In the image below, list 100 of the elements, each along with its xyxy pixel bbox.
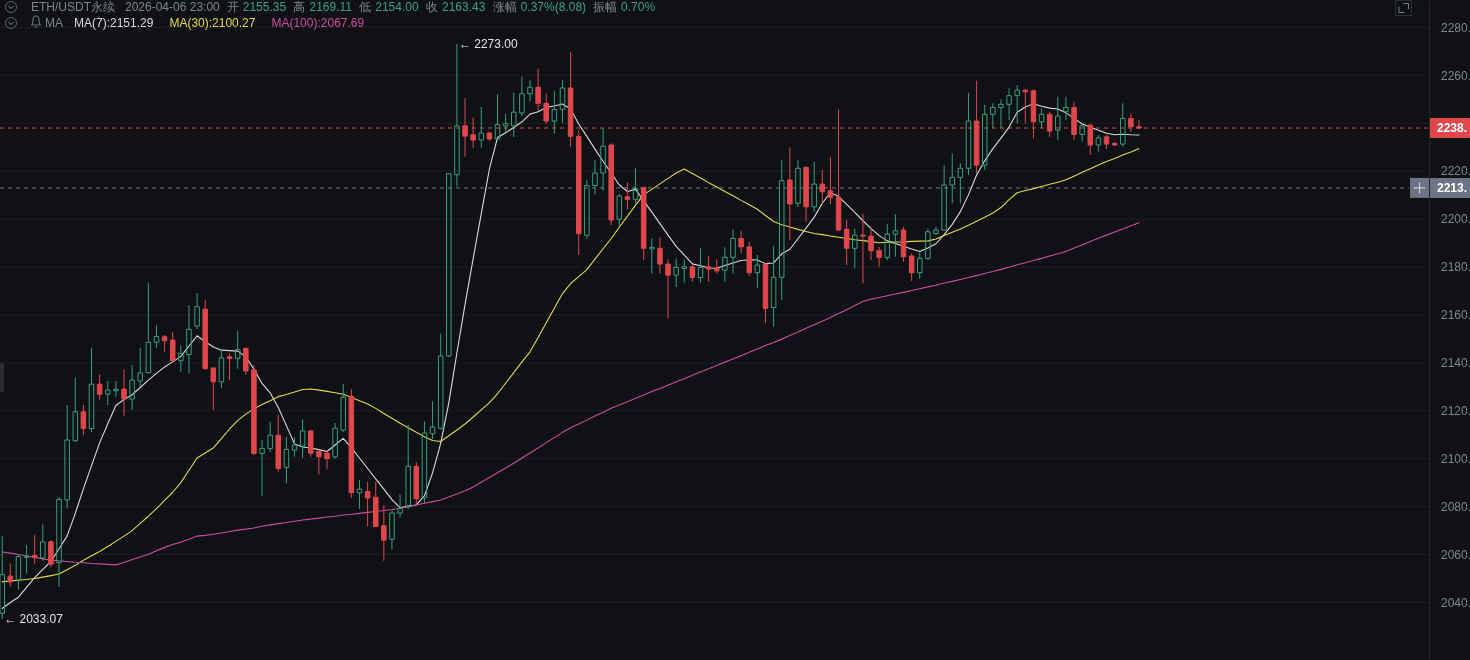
y-tick-label: 2180. — [1441, 260, 1470, 275]
candlestick — [1006, 87, 1012, 121]
candlestick — [665, 258, 671, 319]
candlestick — [340, 383, 346, 433]
y-tick-label: 2280. — [1441, 20, 1470, 35]
candlestick — [478, 106, 485, 149]
candlestick — [551, 90, 558, 135]
candlestick — [502, 113, 509, 133]
candlestick — [908, 252, 915, 282]
y-tick-label: 2060. — [1441, 547, 1470, 562]
candlestick — [917, 249, 923, 279]
candlestick — [202, 299, 208, 371]
candlestick — [722, 246, 728, 283]
candlestick — [584, 179, 590, 240]
candlestick — [299, 418, 306, 459]
candlestick — [129, 364, 135, 411]
candlestick — [787, 146, 793, 241]
candlestick — [332, 422, 338, 460]
candlestick — [72, 376, 79, 443]
candlestick — [23, 544, 30, 575]
candlestick — [803, 165, 809, 223]
candlestick — [714, 258, 720, 274]
candlestick — [843, 219, 850, 266]
candlestick — [998, 98, 1004, 129]
candlestick — [234, 330, 241, 370]
candlestick — [762, 262, 769, 324]
candlestick — [705, 255, 712, 283]
candlestick — [852, 227, 858, 269]
candlestick — [1111, 141, 1118, 147]
candlestick — [137, 347, 143, 388]
candlestick — [933, 226, 939, 236]
candlestick — [1087, 122, 1094, 156]
candlestick — [567, 51, 574, 148]
candlestick — [770, 245, 777, 328]
y-tick-label: 2220. — [1441, 164, 1470, 179]
y-tick-label: 2120. — [1441, 404, 1470, 419]
candlestick — [616, 193, 623, 228]
candlestick — [941, 164, 947, 232]
y-tick-label: 2200. — [1441, 212, 1470, 227]
candlestick — [153, 324, 160, 349]
annotation: 开 2155.35 — [226, 0, 287, 14]
candlestick — [827, 156, 834, 205]
candlestick — [559, 79, 566, 124]
candlestick — [251, 364, 257, 456]
candlestick — [608, 142, 614, 226]
candlestick — [348, 388, 355, 499]
legend-title: MA — [45, 16, 63, 30]
candlestick — [48, 539, 54, 568]
y-tick-label: 2080. — [1441, 499, 1470, 514]
candlestick — [657, 236, 663, 274]
candlestick — [40, 524, 46, 562]
candlestick — [892, 213, 899, 258]
candlestick — [105, 380, 111, 406]
candlestick — [632, 167, 639, 204]
text: MA(30):2100.27 — [169, 16, 256, 30]
candlestick — [925, 227, 931, 261]
candlestick — [96, 373, 103, 401]
candlestick — [381, 504, 387, 562]
candlestick — [640, 186, 647, 261]
y-tick-label: 2100. — [1441, 452, 1470, 467]
candlestick — [535, 68, 541, 112]
candlestick — [243, 346, 249, 376]
candlestick — [226, 353, 233, 381]
candlestick — [900, 226, 907, 263]
candlestick — [949, 152, 955, 204]
text: MA(7):2151.29 — [74, 16, 154, 30]
candlestick — [592, 159, 598, 195]
candlestick — [218, 348, 225, 389]
candlestick — [1046, 111, 1053, 138]
candlestick — [275, 414, 282, 473]
candlestick — [1014, 84, 1020, 124]
candlestick — [624, 182, 631, 210]
candlestick — [446, 173, 452, 358]
candlestick — [324, 451, 330, 470]
annotation: 收 2163.43 — [425, 0, 486, 14]
candlestick — [1022, 88, 1029, 124]
candlestick — [811, 161, 817, 213]
candlestick — [649, 237, 655, 274]
text: MA(100):2067.69 — [271, 16, 365, 30]
candlestick — [364, 481, 371, 528]
candlestick — [210, 367, 217, 411]
annotation: 低 2154.00 — [359, 0, 419, 14]
y-tick-label: 2140. — [1441, 356, 1470, 371]
line-series — [1, 222, 1140, 566]
candlestick — [372, 481, 379, 528]
annotation: 振幅 0.70% — [593, 0, 656, 14]
y-tick-label: 2040. — [1441, 595, 1470, 610]
candlestick — [121, 368, 127, 417]
candlestick — [730, 228, 736, 274]
candlestick — [64, 404, 70, 509]
candlestick — [860, 212, 866, 284]
candlestick — [421, 420, 428, 504]
candlestick — [819, 169, 826, 204]
candlestick — [1055, 96, 1061, 141]
candlestick — [1136, 119, 1142, 130]
candlestick — [88, 347, 95, 433]
candlestick — [795, 159, 801, 208]
text: 2238. — [1437, 121, 1468, 136]
candlestick — [413, 461, 420, 506]
candlestick — [1063, 96, 1069, 121]
